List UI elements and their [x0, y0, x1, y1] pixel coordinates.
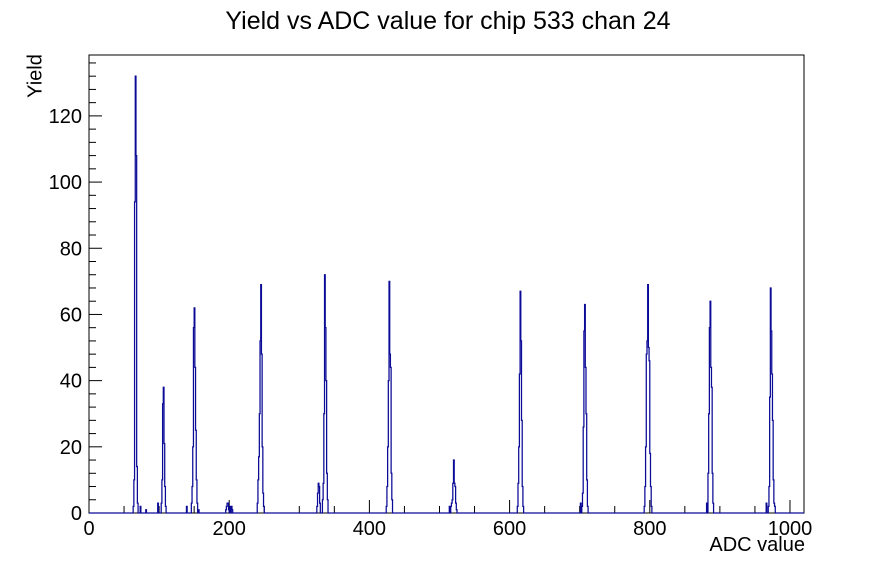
x-tick-label: 800 — [633, 518, 666, 540]
y-tick-label: 0 — [71, 503, 82, 525]
x-tick-label: 200 — [213, 518, 246, 540]
x-axis-title: ADC value — [709, 534, 805, 556]
y-tick-label: 100 — [49, 172, 82, 194]
x-tick-label: 1000 — [768, 518, 813, 540]
y-tick-label: 60 — [60, 304, 82, 326]
y-tick-label: 80 — [60, 238, 82, 260]
x-tick-label: 600 — [493, 518, 526, 540]
y-tick-label: 120 — [49, 106, 82, 128]
x-tick-label: 0 — [83, 518, 94, 540]
histogram-line — [89, 75, 804, 514]
x-tick-label: 400 — [353, 518, 386, 540]
chart-title: Yield vs ADC value for chip 533 chan 24 — [225, 7, 671, 35]
y-tick-label: 40 — [60, 371, 82, 393]
y-tick-label: 20 — [60, 437, 82, 459]
